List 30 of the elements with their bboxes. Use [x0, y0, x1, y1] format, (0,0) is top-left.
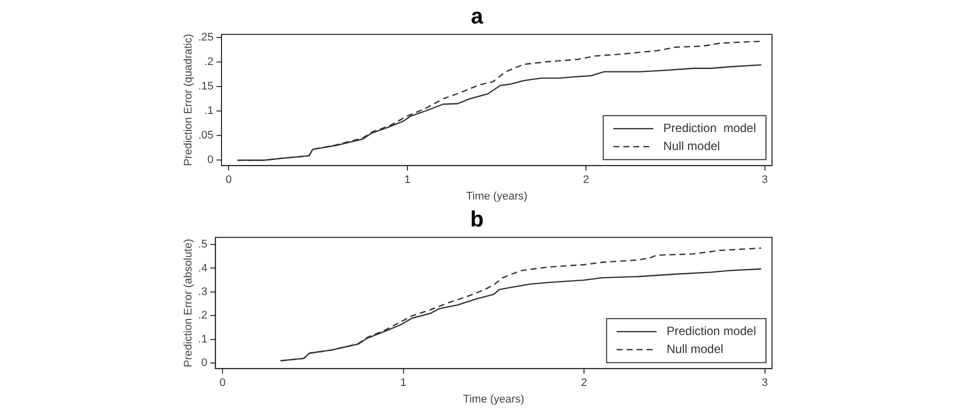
y-tick-label: .05 — [198, 130, 214, 142]
y-tick-label: 0 — [201, 357, 208, 370]
y-tick-label: .5 — [198, 238, 208, 251]
x-tick-label: 1 — [404, 174, 410, 186]
x-tick-label: 2 — [580, 377, 588, 390]
x-tick-label: 3 — [762, 174, 768, 186]
legend-label: Null model — [663, 138, 720, 153]
legend-label: Prediction model — [663, 120, 756, 135]
x-tick-label: 0 — [220, 377, 226, 390]
y-tick-label: .2 — [204, 56, 214, 68]
y-tick-label: .25 — [198, 31, 214, 44]
legend-label: Null model — [666, 342, 724, 356]
x-axis-title: Time (years) — [463, 393, 524, 406]
x-tick-label: 0 — [226, 174, 232, 186]
x-tick-label: 1 — [400, 377, 406, 390]
y-tick-label: .1 — [204, 105, 214, 118]
y-tick-label: 0 — [207, 154, 214, 166]
y-axis-title: Prediction Error (quadratic) — [182, 34, 195, 166]
chart-title: b — [470, 206, 484, 232]
y-axis-title: Prediction Error (absolute) — [182, 238, 195, 368]
chart-title: a — [470, 3, 484, 28]
y-tick-label: .4 — [198, 262, 208, 274]
y-tick-label: .15 — [198, 80, 214, 93]
x-tick-label: 3 — [762, 377, 768, 390]
y-tick-label: .1 — [198, 333, 208, 346]
y-tick-label: .3 — [198, 286, 208, 298]
y-tick-label: .2 — [198, 310, 208, 322]
x-tick-label: 2 — [583, 174, 590, 186]
x-axis-title: Time (years) — [466, 190, 528, 202]
legend-label: Prediction model — [666, 324, 756, 338]
